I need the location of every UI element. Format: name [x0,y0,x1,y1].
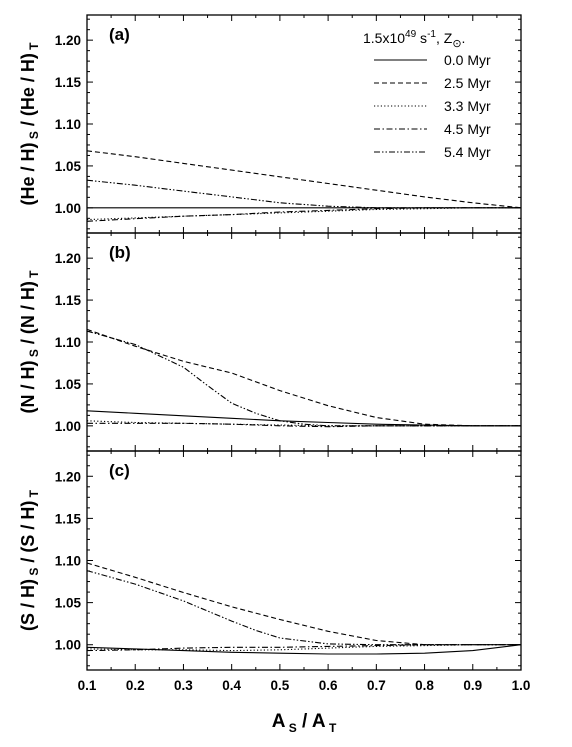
legend-entry: 3.3 Myr [444,98,491,114]
panel-c: 1.00 1.05 1.10 1.15 1.20 (c) (S / H) S / (S / … [18,450,531,735]
legend-header: 1.5x1049 s-1, Z⊙. [363,29,465,50]
y-tick-label: 1.15 [55,511,82,526]
y-tick-label: 1.00 [55,419,81,434]
y-tick-label: 1.05 [55,596,82,611]
y-tick-label: 1.20 [55,469,81,484]
y-axis-label: (He / H) S / (He / H) T [18,42,41,206]
y-tick-label: 1.00 [55,201,81,216]
x-tick-label: 0.1 [78,678,97,693]
panel-b: 1.00 1.05 1.10 1.15 1.20 (b) (N / H) S / (N / … [18,232,522,452]
panel-label: (b) [109,243,131,262]
y-axis-label: (N / H) S / (N / H) T [18,270,41,414]
panels: 1.00 1.05 1.10 1.15 1.20 (a) (He / H) S / (He … [18,14,531,735]
series-line-4-5-myr [86,644,521,652]
series-line-2-5-myr [86,150,522,209]
y-tick-label: 1.05 [55,159,82,174]
panel-label: (c) [109,461,130,480]
legend-entry: 5.4 Myr [444,144,491,160]
x-tick-label: 0.2 [126,678,145,693]
x-tick-label: 1.0 [512,678,531,693]
y-tick-label: 1.00 [55,638,81,653]
y-tick-label: 1.15 [55,293,82,308]
y-tick-label: 1.10 [55,554,81,569]
series-line-4-5-myr [86,207,521,222]
x-tick-label: 0.5 [270,678,289,693]
y-tick-label: 1.10 [55,335,81,350]
y-tick-label: 1.15 [55,75,82,90]
y-tick-label: 1.10 [55,117,81,132]
legend-entry: 2.5 Myr [444,75,491,91]
x-tick-label: 0.9 [463,678,482,693]
x-tick-label: 0.4 [222,678,241,693]
series-line-3-3-myr [86,644,521,652]
x-tick-label: 0.8 [415,678,434,693]
legend: 1.5x1049 s-1, Z⊙. 0.0 Myr 2.5 Myr 3.3 Myr 4.… [363,29,491,160]
panel-label: (a) [109,25,130,44]
series-line-2-5-myr [86,562,521,646]
series-line-5-4-myr [86,570,521,646]
series-line-4-5-myr [87,422,521,428]
series-line-5-4-myr [86,179,521,209]
y-tick-label: 1.20 [55,33,81,48]
panel-a: 1.00 1.05 1.10 1.15 1.20 (a) (He / H) S / (He … [18,14,522,234]
x-tick-label: 0.7 [367,678,386,693]
y-tick-label: 1.20 [55,251,81,266]
x-axis-label: A S / A T [272,711,337,735]
series-line-2-5-myr [86,328,521,427]
y-axis-label: (S / H) S / (S / H) T [18,489,41,631]
series-line-5-4-myr [86,330,521,427]
x-tick-label: 0.6 [319,678,338,693]
x-tick-label: 0.3 [174,678,193,693]
y-tick-label: 1.05 [55,377,82,392]
legend-entry: 4.5 Myr [444,121,491,137]
legend-entry: 0.0 Myr [444,52,491,68]
